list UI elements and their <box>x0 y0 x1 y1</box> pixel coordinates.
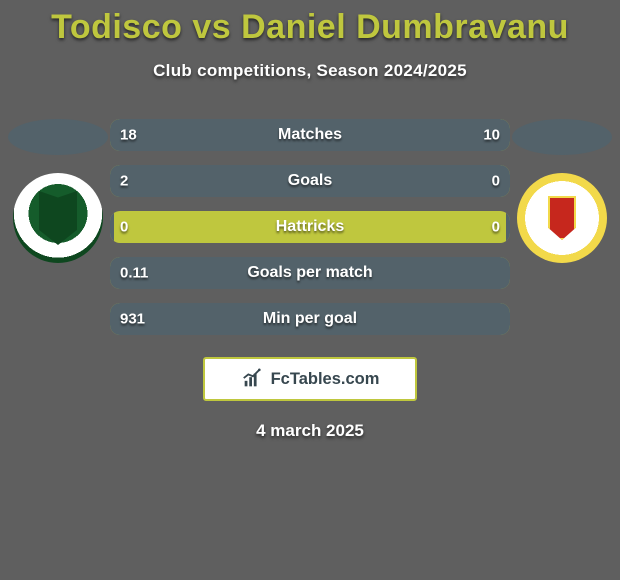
right-club-badge <box>517 173 607 263</box>
stat-left-value: 0.11 <box>120 265 148 282</box>
stat-label: Min per goal <box>263 310 357 328</box>
comparison-infographic: Todisco vs Daniel Dumbravanu Club compet… <box>0 0 620 580</box>
stat-right-fill <box>506 211 510 243</box>
brand-box: FcTables.com <box>203 357 417 401</box>
stat-label: Hattricks <box>276 218 344 236</box>
shield-icon <box>39 191 77 245</box>
stat-label: Goals <box>288 172 332 190</box>
stat-right-value: 0 <box>492 219 500 236</box>
stat-left-fill <box>110 211 114 243</box>
stat-row: 2 0 Goals <box>110 165 510 197</box>
stat-right-fill <box>506 303 510 335</box>
content-area: 18 10 Matches 2 0 Goals 0 0 Hattricks 0.11 Goals p… <box>0 119 620 441</box>
stat-right-value: 0 <box>492 173 500 190</box>
stat-left-value: 18 <box>120 127 137 144</box>
stat-row: 0 0 Hattricks <box>110 211 510 243</box>
stat-left-value: 2 <box>120 173 128 190</box>
chart-icon <box>241 368 263 390</box>
brand-post: Tables.com <box>290 370 380 388</box>
stat-bars: 18 10 Matches 2 0 Goals 0 0 Hattricks 0.11 Goals p… <box>110 119 510 335</box>
stat-label: Goals per match <box>247 264 372 282</box>
left-team-area <box>8 119 108 263</box>
stat-label: Matches <box>278 126 342 144</box>
stat-left-value: 0 <box>120 219 128 236</box>
stat-row: 931 Min per goal <box>110 303 510 335</box>
stat-row: 18 10 Matches <box>110 119 510 151</box>
date-text: 4 march 2025 <box>0 421 620 441</box>
stat-row: 0.11 Goals per match <box>110 257 510 289</box>
page-title: Todisco vs Daniel Dumbravanu <box>0 0 620 47</box>
brand-pre: Fc <box>271 370 290 388</box>
subtitle: Club competitions, Season 2024/2025 <box>0 61 620 81</box>
left-pill <box>8 119 108 155</box>
left-club-badge <box>13 173 103 263</box>
stat-left-value: 931 <box>120 311 145 328</box>
stat-right-fill <box>506 257 510 289</box>
stat-left-fill <box>110 165 398 197</box>
stat-right-value: 10 <box>483 127 500 144</box>
right-team-area <box>512 119 612 263</box>
brand-text: FcTables.com <box>271 370 380 389</box>
shield-icon <box>548 196 576 240</box>
right-pill <box>512 119 612 155</box>
